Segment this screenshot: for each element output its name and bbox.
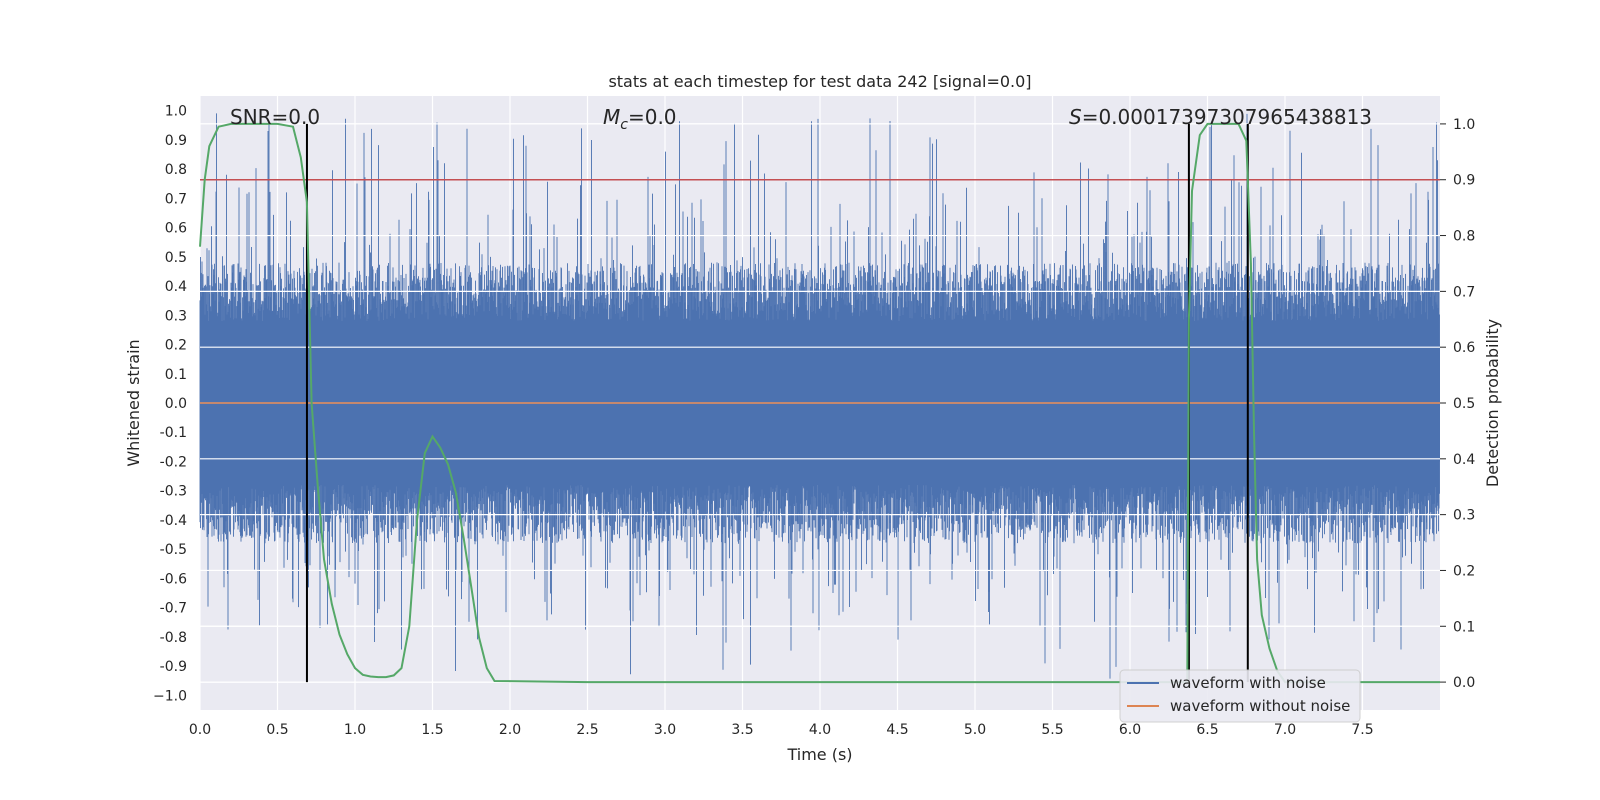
y-tick-label-left: -0.1: [160, 425, 187, 441]
legend-box: [1119, 669, 1361, 723]
y-tick-label-right: 0.2: [1453, 563, 1475, 579]
x-tick-label: 5.5: [1041, 722, 1063, 738]
y-tick-label-right: 0.8: [1453, 229, 1475, 245]
y-tick-label-left: 1.0: [165, 104, 187, 120]
y-tick-label-left: -0.7: [160, 601, 187, 617]
y-tick-label-left: 0.0: [165, 396, 187, 412]
x-tick-label: 2.0: [499, 722, 521, 738]
y-tick-label-right: 0.7: [1453, 284, 1475, 300]
y-tick-label-left: -0.2: [160, 454, 187, 470]
x-tick-label: 5.0: [964, 722, 986, 738]
y-tick-label-left: -0.3: [160, 484, 187, 500]
y-tick-label-right: 1.0: [1453, 117, 1475, 133]
y-tick-label-right: 0.3: [1453, 508, 1475, 524]
y-axis-label-left: Whitened strain: [124, 339, 143, 466]
y-tick-label-left: 0.7: [165, 191, 187, 207]
chirp-mass-annotation: Mc=0.0: [603, 105, 677, 133]
legend-label-clean: waveform without noise: [1170, 697, 1350, 715]
x-tick-label: 0.5: [266, 722, 288, 738]
x-tick-label: 2.5: [576, 722, 598, 738]
y-tick-label-left: -0.9: [160, 659, 187, 675]
legend: waveform with noise waveform without noi…: [1119, 669, 1361, 723]
x-tick-label: 0.0: [189, 722, 211, 738]
y-tick-label-left: 0.1: [165, 367, 187, 383]
y-tick-label-right: 0.1: [1453, 619, 1475, 635]
snr-annotation: SNR=0.0: [230, 105, 320, 129]
y-tick-label-left: 0.8: [165, 162, 187, 178]
x-tick-label: 7.0: [1274, 722, 1296, 738]
y-tick-label-left: -0.5: [160, 542, 187, 558]
y-tick-label-left: -0.6: [160, 571, 187, 587]
x-tick-label: 4.0: [809, 722, 831, 738]
s-annotation: S=0.00017397307965438813: [1069, 105, 1372, 129]
y-tick-label-left: 0.9: [165, 133, 187, 149]
y-tick-label-left: 0.4: [165, 279, 187, 295]
x-tick-label: 1.5: [421, 722, 443, 738]
probability-curve: [199, 122, 1440, 684]
x-tick-label: 4.5: [886, 722, 908, 738]
tick-labels: 0.0 0.5 1.0 1.5 2.0 2.5 3.0 3.5 4.0 4.5 5.0 5.5 6.0 6…: [153, 104, 1475, 738]
y-tick-label-left: 0.5: [165, 250, 187, 266]
y-tick-label-right: 0.6: [1453, 340, 1475, 356]
x-tick-label: 7.5: [1351, 722, 1373, 738]
y-tick-label-right: 0.5: [1453, 396, 1475, 412]
y-tick-label-left: 0.3: [165, 308, 187, 324]
chart-title: stats at each timestep for test data 242…: [608, 72, 1031, 91]
y-tick-label-left: −1.0: [153, 688, 187, 704]
x-tick-label: 1.0: [344, 722, 366, 738]
y-axis-label-right: Detection probability: [1483, 319, 1502, 487]
x-tick-label: 6.5: [1196, 722, 1218, 738]
y-tick-label-right: 0.4: [1453, 452, 1475, 468]
legend-label-noise: waveform with noise: [1170, 674, 1326, 692]
x-tick-label: 3.5: [731, 722, 753, 738]
y-tick-label-right: 0.9: [1453, 173, 1475, 189]
x-axis-label: Time (s): [786, 745, 852, 764]
y-tick-label-right: 0.0: [1453, 675, 1475, 691]
y-tick-label-left: -0.8: [160, 630, 187, 646]
x-tick-label: 3.0: [654, 722, 676, 738]
y-tick-label-left: 0.2: [165, 338, 187, 354]
y-tick-label-left: -0.4: [160, 513, 187, 529]
x-tick-label: 6.0: [1119, 722, 1141, 738]
y-tick-label-left: 0.6: [165, 221, 187, 237]
